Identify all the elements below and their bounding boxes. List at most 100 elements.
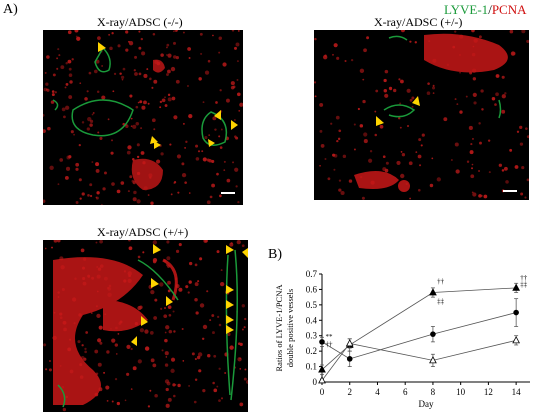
nucleus-dot xyxy=(436,177,441,182)
nucleus-dot xyxy=(399,102,402,105)
nucleus-dot xyxy=(399,126,402,129)
nucleus-dot xyxy=(218,367,221,370)
nucleus-dot xyxy=(165,46,168,49)
nucleus-dot xyxy=(94,349,99,354)
vessel-shape xyxy=(57,384,66,408)
nucleus-dot xyxy=(216,250,220,254)
nucleus-dot xyxy=(194,263,198,267)
nucleus-dot xyxy=(239,402,244,407)
nucleus-dot xyxy=(234,119,236,121)
nucleus-dot xyxy=(432,86,436,90)
nucleus-dot xyxy=(478,35,482,39)
nucleus-dot xyxy=(178,243,182,247)
arrowhead-marker xyxy=(376,116,384,126)
nucleus-dot xyxy=(165,387,169,392)
nucleus-dot xyxy=(443,117,448,122)
nucleus-dot xyxy=(206,290,209,293)
vessel-shape xyxy=(71,99,134,137)
nucleus-dot xyxy=(124,399,127,402)
nucleus-dot xyxy=(134,55,138,59)
nucleus-dot xyxy=(172,310,175,313)
nucleus-dot xyxy=(219,194,222,198)
nucleus-dot xyxy=(495,74,500,78)
nucleus-dot xyxy=(197,280,200,283)
legend-lyve-label: LYVE-1 xyxy=(444,2,489,17)
nucleus-dot xyxy=(116,189,121,194)
nucleus-dot xyxy=(342,154,347,159)
nucleus-dot xyxy=(44,71,47,74)
nucleus-dot xyxy=(62,407,67,412)
nucleus-dot xyxy=(188,385,190,387)
nucleus-dot xyxy=(181,162,185,166)
nucleus-dot xyxy=(166,73,169,76)
nucleus-dot xyxy=(178,287,183,292)
nucleus-dot xyxy=(139,100,143,104)
nucleus-dot xyxy=(135,105,139,109)
nucleus-dot xyxy=(159,282,164,287)
significance-annotation: †† xyxy=(325,341,333,349)
nucleus-dot xyxy=(383,78,387,83)
legend-separator: / xyxy=(488,2,492,17)
nucleus-dot xyxy=(64,175,69,180)
nucleus-dot xyxy=(235,185,238,188)
nucleus-dot xyxy=(202,157,207,162)
nucleus-dot xyxy=(173,181,176,185)
micrograph-3 xyxy=(43,240,248,412)
significance-annotation: †† xyxy=(520,274,528,282)
nucleus-dot xyxy=(526,39,529,43)
nucleus-dot xyxy=(207,353,211,358)
nucleus-dot xyxy=(211,314,215,318)
nucleus-dot xyxy=(236,240,241,245)
data-point xyxy=(318,376,326,384)
vessel-shape xyxy=(137,259,179,301)
nucleus-dot xyxy=(166,256,171,261)
arrowhead-marker xyxy=(226,245,234,254)
nucleus-dot xyxy=(199,32,203,36)
nucleus-dot xyxy=(230,242,233,245)
nucleus-dot xyxy=(218,135,221,138)
nucleus-dot xyxy=(141,105,146,110)
nucleus-dot xyxy=(473,101,477,105)
nucleus-dot xyxy=(320,144,325,148)
nucleus-dot xyxy=(110,151,114,155)
nucleus-dot xyxy=(75,35,78,38)
nucleus-dot xyxy=(459,71,462,74)
nucleus-dot xyxy=(136,143,140,147)
nucleus-dot xyxy=(204,70,210,75)
tissue-blob xyxy=(131,158,163,190)
nucleus-dot xyxy=(159,106,162,109)
nucleus-dot xyxy=(78,178,82,182)
nucleus-dot xyxy=(83,357,87,361)
nucleus-dot xyxy=(102,187,106,191)
nucleus-dot xyxy=(388,86,393,91)
nucleus-dot xyxy=(117,332,120,335)
nucleus-dot xyxy=(113,72,117,75)
nucleus-dot xyxy=(332,53,334,56)
nucleus-dot xyxy=(426,91,431,95)
nucleus-dot xyxy=(362,99,366,104)
nucleus-dot xyxy=(520,192,524,196)
nucleus-dot xyxy=(244,317,247,321)
nucleus-dot xyxy=(401,153,406,157)
nucleus-dot xyxy=(187,291,190,294)
nucleus-dot xyxy=(188,261,193,266)
nucleus-dot xyxy=(224,372,227,375)
nucleus-dot xyxy=(369,150,373,153)
nucleus-dot xyxy=(164,363,169,367)
nucleus-dot xyxy=(86,90,89,93)
nucleus-dot xyxy=(111,338,116,343)
nucleus-dot xyxy=(417,188,421,192)
nucleus-dot xyxy=(77,340,81,344)
nucleus-dot xyxy=(400,173,405,179)
nucleus-dot xyxy=(220,128,223,131)
nucleus-dot xyxy=(152,363,157,368)
nucleus-dot xyxy=(167,69,171,74)
nucleus-dot xyxy=(133,190,137,195)
nucleus-dot xyxy=(212,116,217,121)
arrowhead-marker xyxy=(166,296,173,306)
nucleus-dot xyxy=(136,199,141,204)
nucleus-dot xyxy=(324,54,327,57)
nucleus-dot xyxy=(169,143,172,146)
nucleus-dot xyxy=(218,323,222,327)
nucleus-dot xyxy=(153,128,156,131)
